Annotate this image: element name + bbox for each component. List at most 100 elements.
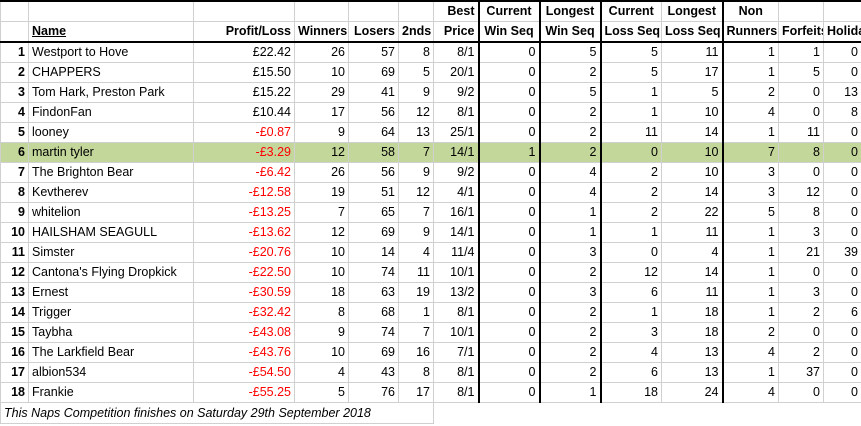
rank-cell: 13 (0, 282, 29, 303)
current-loss-seq-cell: 11 (599, 122, 662, 143)
table-row: 7 The Brighton Bear -£6.42 26 56 9 9/2 0 4 2 10 3 0 0 (0, 162, 861, 183)
longest-loss-seq-cell: 11 (661, 222, 723, 243)
header-current-win-seq-bottom: Win Seq (477, 21, 540, 43)
seconds-cell: 17 (398, 382, 434, 403)
player-name: HAILSHAM SEAGULL (28, 222, 194, 243)
longest-win-seq-cell: 2 (538, 62, 601, 83)
header-forfeits: Forfeits (778, 21, 824, 43)
player-name: looney (28, 122, 194, 143)
winners-cell: 19 (294, 182, 349, 203)
table-row: 14 Trigger -£32.42 8 68 1 8/1 0 2 1 18 1 2 6 (0, 302, 861, 323)
current-loss-seq-cell: 1 (599, 82, 662, 103)
non-runners-cell: 1 (721, 282, 779, 303)
longest-win-seq-cell: 2 (538, 142, 601, 163)
longest-win-seq-cell: 4 (538, 182, 601, 203)
losers-cell: 57 (348, 41, 399, 63)
holiday-cell: 0 (823, 262, 861, 283)
longest-win-seq-cell: 4 (538, 162, 601, 183)
longest-win-seq-cell: 2 (538, 322, 601, 343)
losers-cell: 43 (348, 362, 399, 383)
current-loss-seq-cell: 6 (599, 362, 662, 383)
table-row: 4 FindonFan £10.44 17 56 12 8/1 0 2 1 10 4 0 8 (0, 102, 861, 123)
footer-note: This Naps Competition finishes on Saturd… (0, 402, 434, 424)
longest-win-seq-cell: 2 (538, 262, 601, 283)
losers-cell: 56 (348, 162, 399, 183)
table-row: 10 HAILSHAM SEAGULL -£13.62 12 69 9 14/1 0 1 1 11 1… (0, 222, 861, 243)
longest-win-seq-cell: 5 (538, 82, 601, 103)
current-loss-seq-cell: 0 (599, 242, 662, 263)
forfeits-cell: 2 (778, 342, 824, 363)
profit-loss-cell: £15.22 (193, 82, 295, 103)
losers-cell: 76 (348, 382, 399, 403)
rank-cell: 17 (0, 362, 29, 383)
current-loss-seq-cell: 5 (599, 41, 662, 63)
holiday-cell: 8 (823, 102, 861, 123)
header-non-runners: Non (721, 0, 779, 22)
table-row: 13 Ernest -£30.59 18 63 19 13/2 0 3 6 11 1 3 0 (0, 282, 861, 303)
holiday-cell: 0 (823, 322, 861, 343)
current-win-seq-cell: 0 (477, 302, 540, 323)
seconds-cell: 7 (398, 142, 434, 163)
profit-loss-cell: -£43.76 (193, 342, 295, 363)
footer-blank (434, 403, 861, 424)
header-row-top: Best Current Longest Current Longest Non (0, 0, 861, 22)
header-winners: Winners (294, 21, 349, 43)
losers-cell: 68 (348, 302, 399, 323)
current-win-seq-cell: 0 (477, 222, 540, 243)
current-win-seq-cell: 0 (477, 242, 540, 263)
current-loss-seq-cell: 0 (599, 142, 662, 163)
player-name: The Larkfield Bear (28, 342, 194, 363)
non-runners-cell: 5 (721, 202, 779, 223)
best-price-cell: 8/1 (433, 102, 479, 123)
current-win-seq-cell: 0 (477, 102, 540, 123)
player-name: Cantona's Flying Dropkick (28, 262, 194, 283)
seconds-cell: 13 (398, 122, 434, 143)
current-win-seq-cell: 0 (477, 382, 540, 403)
table-row: 9 whitelion -£13.25 7 65 7 16/1 0 1 2 22 5 8 0 (0, 202, 861, 223)
holiday-cell: 0 (823, 382, 861, 403)
current-loss-seq-cell: 1 (599, 102, 662, 123)
current-win-seq-cell: 0 (477, 322, 540, 343)
holiday-cell: 0 (823, 142, 861, 163)
current-loss-seq-cell: 2 (599, 182, 662, 203)
rank-cell: 10 (0, 222, 29, 243)
player-name: CHAPPERS (28, 62, 194, 83)
holiday-cell: 13 (823, 82, 861, 103)
non-runners-cell: 1 (721, 262, 779, 283)
profit-loss-cell: -£30.59 (193, 282, 295, 303)
player-name: Trigger (28, 302, 194, 323)
rank-cell: 1 (0, 41, 29, 63)
winners-cell: 12 (294, 142, 349, 163)
forfeits-cell: 0 (778, 102, 824, 123)
seconds-cell: 5 (398, 62, 434, 83)
profit-loss-cell: -£55.25 (193, 382, 295, 403)
non-runners-cell: 2 (721, 82, 779, 103)
holiday-cell: 0 (823, 182, 861, 203)
longest-loss-seq-cell: 13 (661, 342, 723, 363)
losers-cell: 14 (348, 242, 399, 263)
current-loss-seq-cell: 1 (599, 302, 662, 323)
player-name: Westport to Hove (28, 41, 194, 63)
forfeits-cell: 37 (778, 362, 824, 383)
current-loss-seq-cell: 2 (599, 162, 662, 183)
non-runners-cell: 4 (721, 382, 779, 403)
losers-cell: 69 (348, 222, 399, 243)
seconds-cell: 4 (398, 242, 434, 263)
holiday-cell: 6 (823, 302, 861, 323)
rank-cell: 12 (0, 262, 29, 283)
rank-cell: 7 (0, 162, 29, 183)
longest-loss-seq-cell: 22 (661, 202, 723, 223)
player-name: Frankie (28, 382, 194, 403)
current-win-seq-cell: 0 (477, 182, 540, 203)
non-runners-cell: 1 (721, 41, 779, 63)
header-rank-top (0, 0, 29, 22)
winners-cell: 18 (294, 282, 349, 303)
player-name: Simster (28, 242, 194, 263)
winners-cell: 5 (294, 382, 349, 403)
player-name: Taybha (28, 322, 194, 343)
longest-loss-seq-cell: 14 (661, 262, 723, 283)
profit-loss-cell: £15.50 (193, 62, 295, 83)
longest-loss-seq-cell: 10 (661, 102, 723, 123)
longest-loss-seq-cell: 11 (661, 282, 723, 303)
